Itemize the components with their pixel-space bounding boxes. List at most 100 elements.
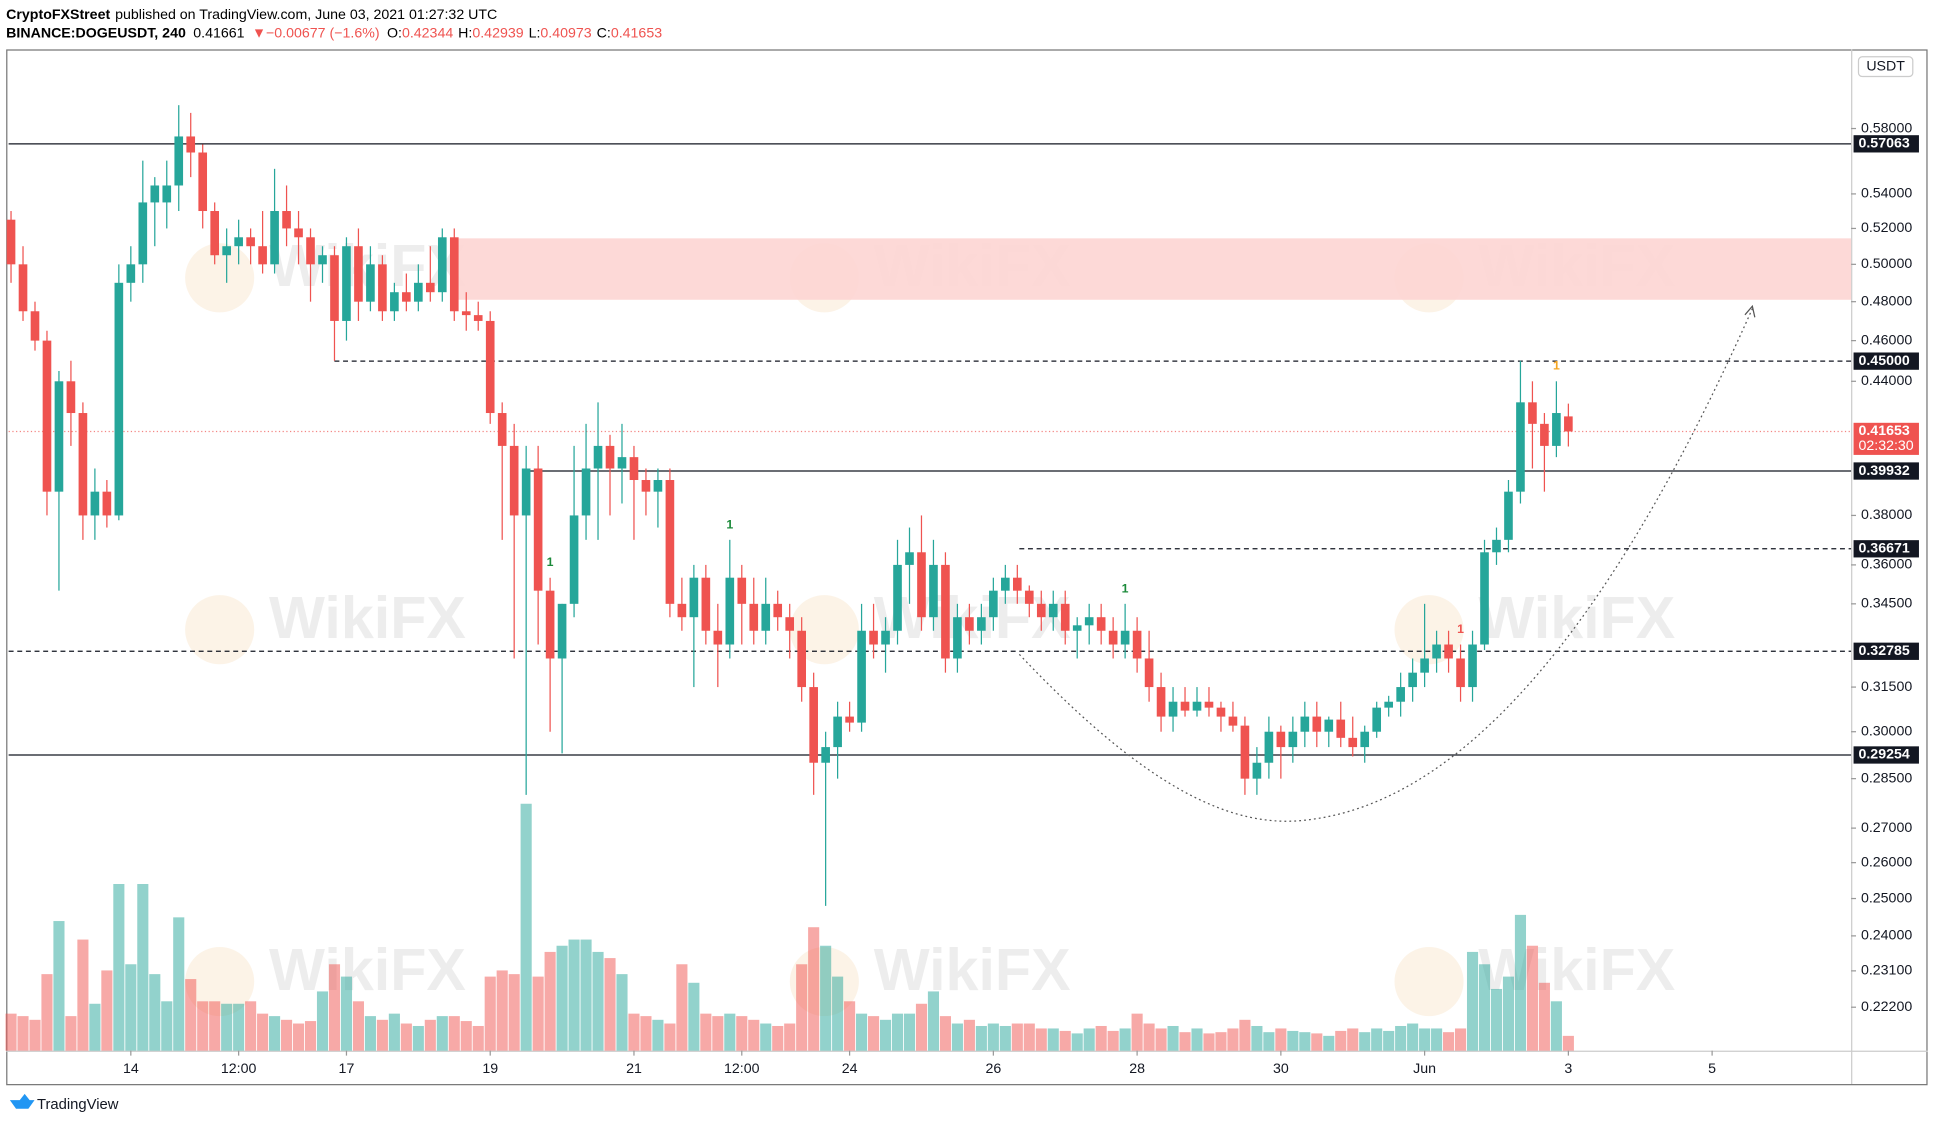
volume-bar — [879, 1019, 892, 1051]
x-tick-label: Jun — [1413, 1061, 1436, 1077]
y-tick-label: 0.48000 — [1861, 293, 1912, 309]
candle-body — [1204, 701, 1214, 708]
volume-bar — [1215, 1032, 1227, 1051]
volume-bar — [1419, 1028, 1431, 1051]
currency-button[interactable] — [1857, 56, 1914, 78]
level-label: 0.32785 — [1858, 643, 1909, 659]
volume-bar — [1562, 1035, 1574, 1051]
candle-body — [1216, 707, 1226, 717]
volume-bar — [1227, 1028, 1239, 1051]
candle-body — [90, 491, 100, 516]
volume-bar — [532, 976, 544, 1051]
candle-body — [1240, 725, 1250, 779]
level-label: 0.29254 — [1858, 747, 1909, 763]
volume-bar — [604, 958, 616, 1051]
volume-bar — [17, 1016, 29, 1051]
volume-bar — [472, 1025, 484, 1051]
volume-bar — [999, 1025, 1011, 1051]
watermark-text: WikiFX — [874, 936, 1071, 1003]
signal-marker: 1 — [1122, 581, 1129, 595]
y-tick-label: 0.27000 — [1861, 820, 1912, 836]
current-price-box — [1853, 422, 1919, 455]
candle-body — [354, 246, 363, 302]
level-label-box — [1853, 352, 1919, 370]
volume-bar — [1143, 1023, 1155, 1051]
volume-bar — [436, 1016, 448, 1051]
volume-bar — [269, 1016, 281, 1051]
volume-bar — [520, 803, 532, 1051]
candle-body — [414, 282, 423, 302]
candle-body — [941, 564, 950, 659]
candle-body — [485, 320, 495, 414]
volume-bar — [77, 939, 89, 1051]
volume-bar — [1047, 1028, 1059, 1051]
level-label: 0.45000 — [1858, 353, 1909, 369]
y-tick-label: 0.26000 — [1861, 854, 1912, 870]
volume-bar — [113, 884, 125, 1051]
watermark-logo — [1394, 946, 1464, 1017]
volume-bar — [233, 1003, 245, 1051]
candle-body — [833, 716, 842, 748]
volume-bar — [736, 1016, 748, 1051]
candle-body — [1480, 552, 1489, 645]
volume-bar — [1478, 964, 1491, 1051]
x-tick-label: 12:00 — [221, 1061, 257, 1077]
candle-body — [629, 457, 639, 481]
volume-bar — [868, 1016, 880, 1051]
currency-label[interactable]: USDT — [1866, 58, 1905, 74]
y-tick-label: 0.52000 — [1861, 220, 1912, 236]
x-tick-label: 24 — [842, 1061, 858, 1077]
volume-bar — [616, 974, 628, 1051]
volume-bar — [808, 927, 820, 1051]
volume-bar — [161, 1001, 173, 1051]
author: CryptoFXStreet — [6, 7, 110, 23]
volume-bar — [915, 1003, 928, 1051]
candle-body — [653, 480, 663, 492]
watermark-logo — [185, 595, 255, 665]
candle-body — [701, 577, 711, 631]
volume-bar — [1395, 1025, 1407, 1051]
volume-bar — [1299, 1032, 1311, 1051]
volume-bar — [340, 976, 353, 1051]
resistance-zone — [456, 238, 1852, 300]
volume-bar — [1071, 1033, 1083, 1051]
candle-body — [378, 264, 387, 312]
volume-bar — [1179, 1032, 1191, 1051]
candle-body — [1456, 658, 1465, 688]
volume-bar — [29, 1019, 41, 1051]
candle-body — [437, 237, 447, 293]
volume-bar — [197, 1001, 209, 1051]
y-tick-label: 0.36000 — [1861, 557, 1912, 573]
volume-bar — [652, 1019, 664, 1051]
candle-body — [78, 413, 88, 516]
candle-body — [1060, 603, 1070, 631]
candle-body — [641, 480, 651, 492]
volume-bar — [748, 1019, 760, 1051]
volume-bar — [592, 951, 604, 1051]
volume-bar — [209, 1001, 221, 1051]
volume-bar — [173, 917, 185, 1051]
volume-bar — [281, 1019, 293, 1051]
candle-body — [282, 211, 291, 229]
x-tick-label: 21 — [626, 1061, 642, 1077]
volume-bar — [400, 1023, 412, 1051]
candle-body — [977, 617, 986, 631]
candle-body — [402, 292, 411, 302]
candle-body — [1300, 716, 1310, 732]
volume-bar — [556, 945, 568, 1051]
watermark-text: WikiFX — [269, 936, 466, 1003]
candle-body — [893, 564, 902, 631]
volume-bar — [844, 1001, 856, 1051]
volume-bar — [580, 939, 592, 1051]
candle-body — [54, 381, 64, 492]
candle-body — [294, 228, 303, 238]
volume-bar — [1538, 982, 1550, 1051]
high-label: H: — [458, 25, 472, 41]
volume-bar — [1431, 1028, 1443, 1051]
candle-body — [557, 603, 567, 659]
candle-body — [1408, 672, 1417, 688]
volume-bar — [460, 1021, 472, 1051]
candle-body — [1048, 603, 1058, 618]
